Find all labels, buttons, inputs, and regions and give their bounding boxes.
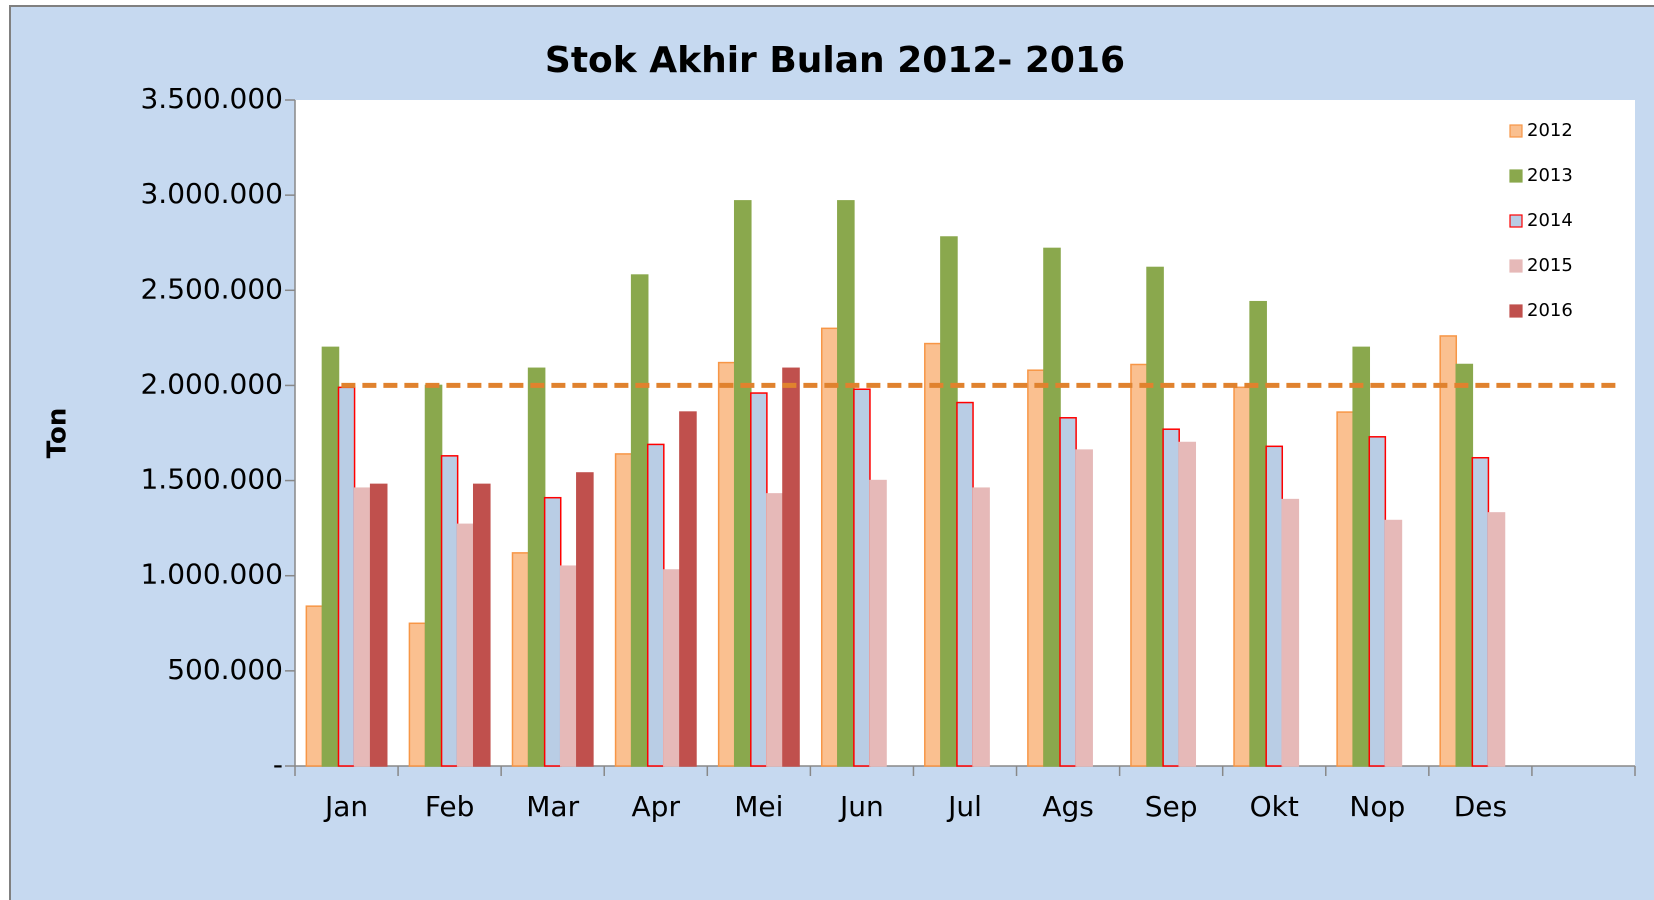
bar [1336, 411, 1354, 767]
bar [1281, 498, 1300, 767]
legend-label: 2015 [1527, 255, 1573, 276]
x-tick-label: Mar [526, 790, 579, 823]
bar [305, 605, 324, 767]
bar [456, 523, 475, 767]
bar [1178, 441, 1197, 767]
x-tick-label: Jun [838, 790, 884, 823]
bar [1059, 417, 1077, 767]
bar [630, 274, 649, 767]
bar [424, 384, 443, 767]
bar [1439, 335, 1458, 767]
legend-swatch [1509, 259, 1523, 273]
bar [853, 388, 871, 767]
bar [1027, 369, 1045, 767]
bar [717, 361, 736, 767]
legend-swatch [1509, 124, 1523, 138]
y-tick-label: 1.000.000 [140, 558, 283, 591]
bar [511, 552, 530, 767]
bar [940, 236, 958, 767]
y-tick-label: 2.000.000 [140, 367, 283, 400]
legend-label: 2012 [1527, 120, 1573, 141]
legend-label: 2013 [1527, 165, 1573, 186]
x-tick-label: Okt [1250, 790, 1299, 823]
legend-swatch [1509, 214, 1523, 228]
x-tick-label: Des [1454, 790, 1507, 823]
x-tick-label: Apr [632, 790, 681, 823]
bar [543, 496, 562, 767]
chart-title: Stok Akhir Bulan 2012- 2016 [545, 40, 1125, 81]
bar [408, 622, 427, 767]
x-tick-label: Mei [734, 790, 783, 823]
bar [1075, 449, 1093, 767]
bar [733, 200, 752, 767]
bar [1249, 300, 1267, 767]
bar [646, 443, 665, 767]
y-tick-label: 500.000 [167, 653, 283, 686]
bar [1162, 428, 1180, 767]
bar [837, 200, 855, 767]
bar [527, 367, 546, 767]
bar [679, 411, 697, 767]
x-tick-label: Sep [1145, 790, 1198, 823]
bar [1352, 346, 1371, 767]
bar [1384, 519, 1403, 767]
bar [1233, 386, 1251, 767]
bar [321, 346, 340, 767]
bar [869, 479, 887, 767]
y-tick-label: 2.500.000 [140, 272, 283, 305]
bar [766, 493, 784, 767]
legend-swatch [1509, 169, 1523, 183]
x-tick-label: Ags [1042, 790, 1094, 823]
legend-label: 2014 [1527, 210, 1573, 231]
x-tick-label: Feb [425, 790, 475, 823]
bar [956, 401, 974, 767]
legend-label: 2016 [1527, 300, 1573, 321]
y-axis-label: Ton [43, 408, 73, 459]
y-tick-label: 3.000.000 [140, 177, 283, 210]
bar [820, 327, 839, 767]
bar [559, 565, 578, 767]
bar [924, 342, 942, 767]
legend-swatch [1509, 304, 1523, 318]
bar [1455, 363, 1474, 767]
y-tick-label: 3.500.000 [140, 82, 283, 115]
y-tick-label: - [273, 748, 283, 781]
bar [353, 487, 372, 767]
bar [614, 453, 633, 767]
bar [1043, 247, 1061, 767]
bar [1146, 266, 1164, 767]
bar [337, 386, 356, 767]
bar [750, 392, 768, 767]
bar [972, 487, 990, 767]
bar [1471, 456, 1490, 767]
bar [576, 472, 594, 767]
x-tick-label: Jan [323, 790, 368, 823]
bar [1130, 363, 1148, 767]
bar [782, 367, 800, 767]
bar [440, 455, 459, 767]
x-tick-label: Nop [1349, 790, 1405, 823]
bar [472, 483, 491, 767]
y-tick-label: 1.500.000 [140, 463, 283, 496]
bar [1487, 512, 1506, 767]
bar [369, 483, 388, 767]
bar [663, 569, 681, 767]
x-tick-label: Jul [946, 790, 982, 823]
bar [1265, 445, 1284, 767]
bar [1368, 436, 1387, 767]
